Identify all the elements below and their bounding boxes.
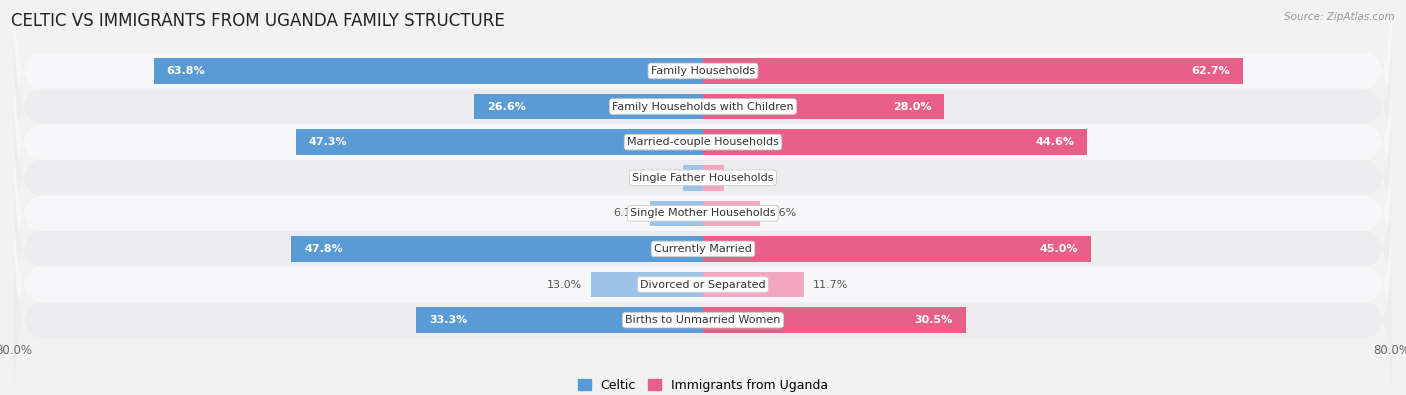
Bar [703, 165, 724, 190]
Bar [703, 201, 759, 226]
Text: 28.0%: 28.0% [893, 102, 931, 111]
Legend: Celtic, Immigrants from Uganda: Celtic, Immigrants from Uganda [574, 374, 832, 395]
FancyBboxPatch shape [14, 160, 1392, 338]
Text: 11.7%: 11.7% [813, 280, 848, 290]
Text: Family Households with Children: Family Households with Children [612, 102, 794, 111]
Bar [295, 129, 703, 155]
Text: 45.0%: 45.0% [1039, 244, 1077, 254]
Text: Source: ZipAtlas.com: Source: ZipAtlas.com [1284, 12, 1395, 22]
Bar [683, 165, 703, 190]
FancyBboxPatch shape [14, 196, 1392, 374]
Bar [591, 272, 703, 297]
Text: 30.5%: 30.5% [914, 315, 953, 325]
Text: 6.6%: 6.6% [769, 208, 797, 218]
Text: 2.3%: 2.3% [647, 173, 675, 183]
Text: CELTIC VS IMMIGRANTS FROM UGANDA FAMILY STRUCTURE: CELTIC VS IMMIGRANTS FROM UGANDA FAMILY … [11, 12, 505, 30]
FancyBboxPatch shape [14, 0, 1392, 160]
Text: 13.0%: 13.0% [547, 280, 582, 290]
Text: Family Households: Family Households [651, 66, 755, 76]
Bar [703, 307, 966, 333]
FancyBboxPatch shape [14, 17, 1392, 196]
Text: 62.7%: 62.7% [1191, 66, 1230, 76]
Text: 6.1%: 6.1% [613, 208, 643, 218]
FancyBboxPatch shape [14, 124, 1392, 302]
Text: 2.4%: 2.4% [733, 173, 761, 183]
Bar [703, 94, 945, 119]
Bar [703, 236, 1091, 262]
Bar [703, 129, 1087, 155]
Text: 26.6%: 26.6% [486, 102, 526, 111]
Bar [291, 236, 703, 262]
Text: Divorced or Separated: Divorced or Separated [640, 280, 766, 290]
Text: 47.8%: 47.8% [304, 244, 343, 254]
Bar [703, 58, 1243, 84]
Text: 63.8%: 63.8% [166, 66, 205, 76]
Bar [651, 201, 703, 226]
Text: 47.3%: 47.3% [308, 137, 347, 147]
Text: Single Mother Households: Single Mother Households [630, 208, 776, 218]
Text: Married-couple Households: Married-couple Households [627, 137, 779, 147]
Text: 44.6%: 44.6% [1035, 137, 1074, 147]
Bar [703, 272, 804, 297]
Bar [153, 58, 703, 84]
Text: Births to Unmarried Women: Births to Unmarried Women [626, 315, 780, 325]
Text: Single Father Households: Single Father Households [633, 173, 773, 183]
FancyBboxPatch shape [14, 89, 1392, 267]
Text: 33.3%: 33.3% [429, 315, 467, 325]
FancyBboxPatch shape [14, 231, 1392, 395]
Bar [474, 94, 703, 119]
Text: Currently Married: Currently Married [654, 244, 752, 254]
FancyBboxPatch shape [14, 53, 1392, 231]
Bar [416, 307, 703, 333]
